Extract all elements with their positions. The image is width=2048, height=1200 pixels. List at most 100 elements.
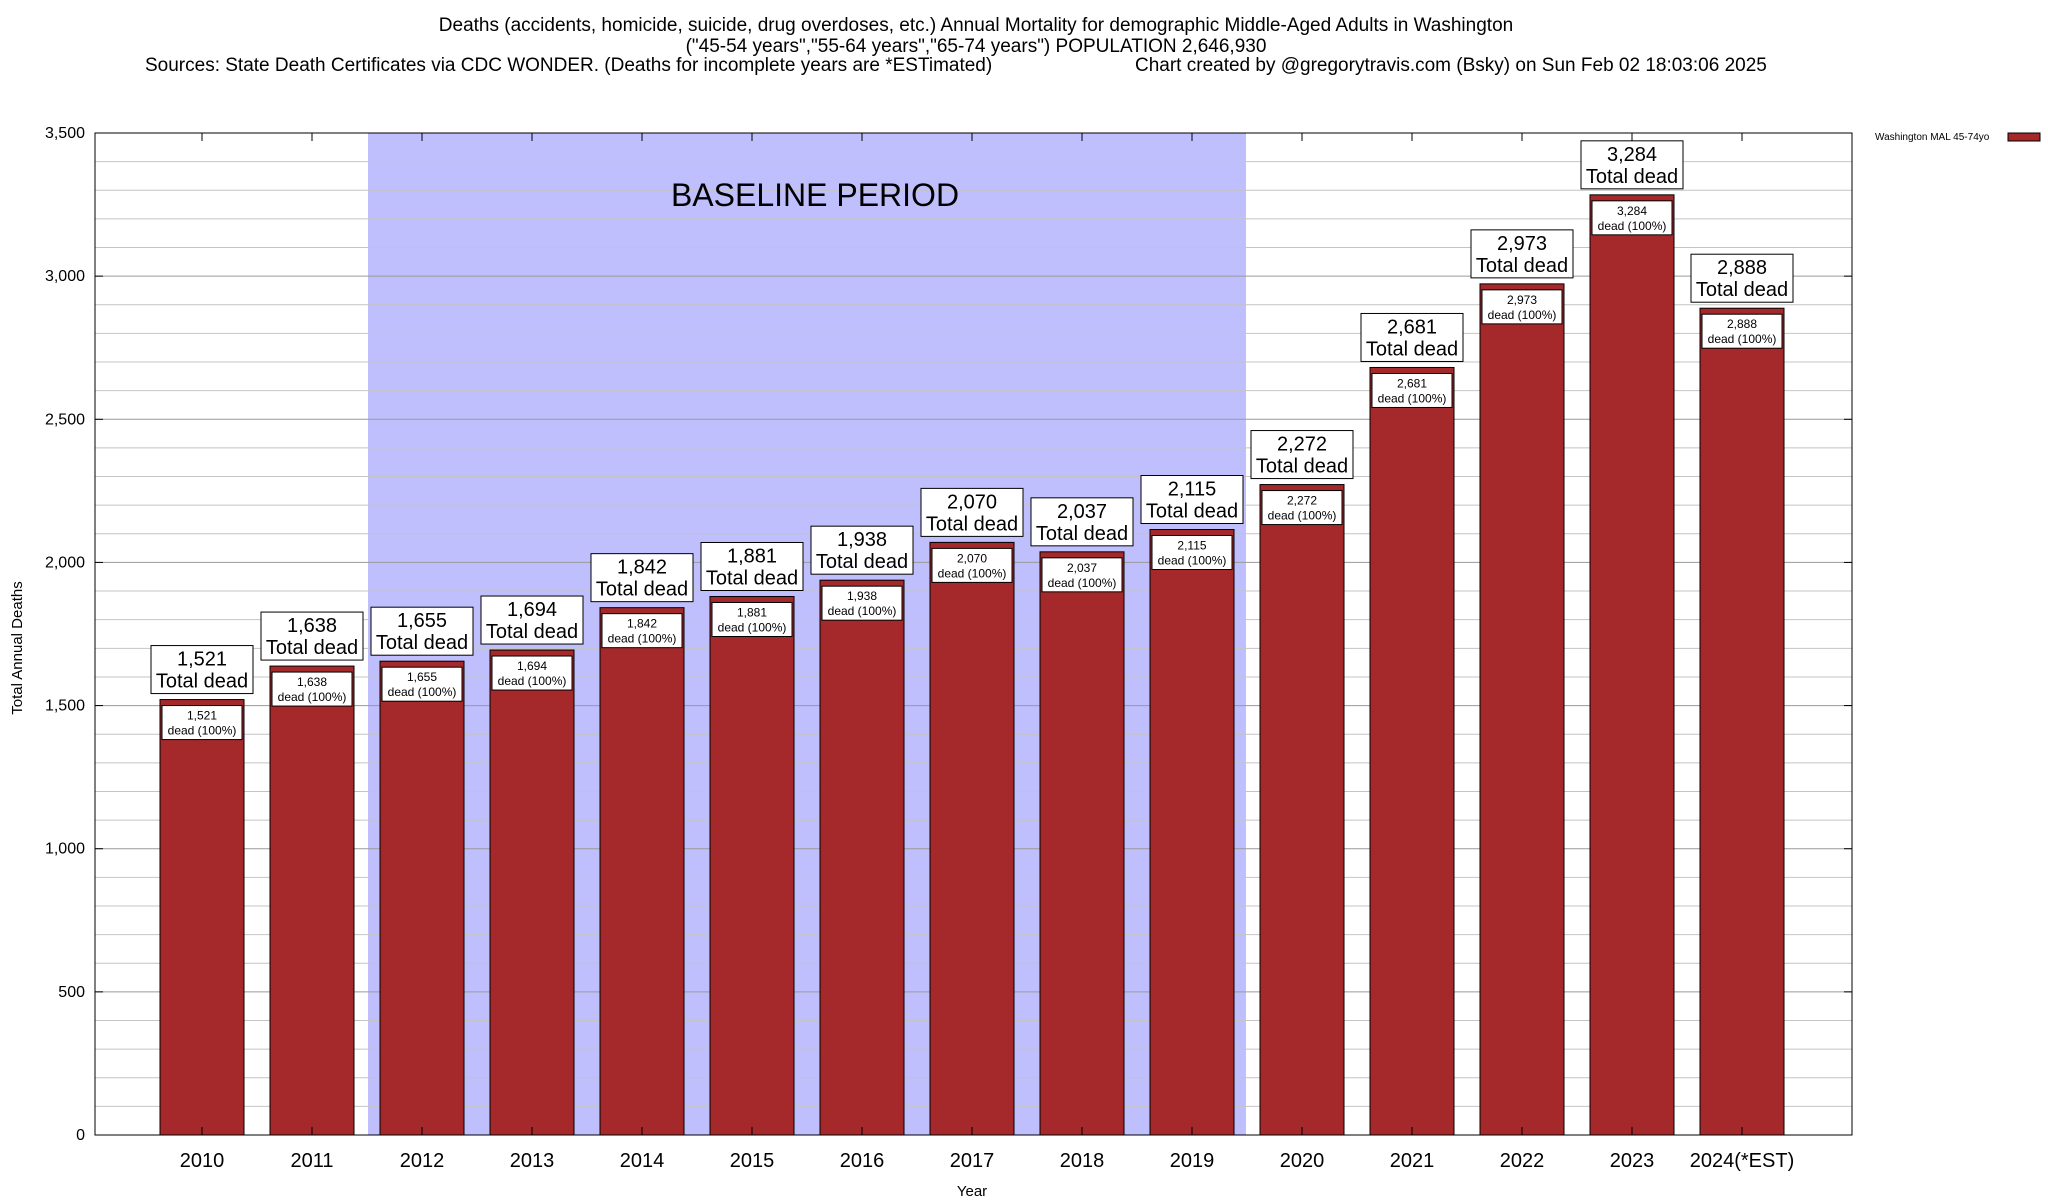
bar-inner-label-box (601, 613, 683, 649)
bar-inner-value-label: 2,973 (1507, 293, 1537, 307)
bar-inner-label-box (1591, 200, 1673, 236)
bar-total-label-box (480, 595, 584, 645)
bar-inner-label-box (1701, 313, 1783, 349)
bar-inner-value-label: 2,888 (1727, 317, 1757, 331)
bar-inner-value-label: 2,681 (1397, 376, 1427, 390)
x-tick-label: 2017 (950, 1150, 995, 1172)
bar-total-value-label: 2,888 (1717, 257, 1767, 279)
x-tick-label: 2011 (290, 1150, 333, 1172)
x-tick-label: 2014 (620, 1150, 665, 1172)
bar-inner-label-box (821, 585, 903, 621)
bar-inner-value-label: 1,694 (517, 659, 547, 673)
bar-total-value-label: 2,115 (1168, 479, 1217, 501)
bar-inner-value-label: 2,115 (1177, 539, 1206, 553)
bar-total-suffix-label: Total dead (486, 621, 578, 643)
bar-inner-label-box (491, 655, 573, 691)
bar-inner-percent-label: dead (100%) (1048, 576, 1117, 590)
bar (599, 607, 685, 1136)
y-tick-label: 500 (58, 984, 85, 1001)
bar-inner-value-label: 2,272 (1287, 494, 1317, 508)
bar-inner-percent-label: dead (100%) (278, 690, 347, 704)
y-tick-label: 3,000 (45, 268, 85, 285)
bar-total-label-box (1140, 475, 1244, 525)
bar-total-value-label: 2,681 (1387, 316, 1437, 338)
bar-inner-value-label: 1,881 (737, 605, 767, 619)
y-tick-label: 3,500 (45, 125, 85, 142)
bar-total-label-box (1690, 253, 1794, 303)
bar-inner-value-label: 1,938 (847, 589, 877, 603)
bar (379, 660, 465, 1136)
bar-total-label-box (810, 525, 914, 575)
x-tick-label: 2023 (1610, 1150, 1655, 1172)
bar-total-label-box (1580, 140, 1684, 190)
bar-total-value-label: 3,284 (1607, 144, 1657, 166)
bar-total-suffix-label: Total dead (926, 513, 1018, 535)
bar-inner-label-box (1481, 289, 1563, 325)
bar-inner-value-label: 1,842 (627, 617, 657, 631)
bar-total-value-label: 1,938 (837, 529, 887, 551)
chart-title: Deaths (accidents, homicide, suicide, dr… (439, 15, 1513, 36)
bar-inner-value-label: 1,638 (297, 675, 327, 689)
bar-inner-percent-label: dead (100%) (718, 620, 787, 634)
bar-total-value-label: 1,842 (617, 557, 667, 579)
bar-inner-percent-label: dead (100%) (608, 632, 677, 646)
x-tick-label: 2010 (180, 1150, 225, 1172)
bar (929, 541, 1015, 1136)
bar-inner-percent-label: dead (100%) (938, 566, 1007, 580)
bar-inner-value-label: 2,070 (957, 551, 987, 565)
bar-total-suffix-label: Total dead (1256, 456, 1348, 478)
bar-total-suffix-label: Total dead (1146, 501, 1238, 523)
y-axis-label: Total Annual Deaths (9, 581, 26, 714)
bar-inner-label-box (161, 705, 243, 741)
bar-inner-percent-label: dead (100%) (168, 724, 237, 738)
x-tick-label: 2013 (510, 1150, 555, 1172)
x-tick-label: 2015 (730, 1150, 775, 1172)
y-tick-label: 1,500 (45, 698, 85, 715)
bar-total-label-box (1030, 497, 1134, 547)
bar-total-label-box (590, 553, 694, 603)
bar-inner-label-box (381, 666, 463, 702)
bar-total-suffix-label: Total dead (1476, 255, 1568, 277)
baseline-period-label: BASELINE PERIOD (671, 177, 959, 213)
bar-total-value-label: 1,881 (727, 545, 777, 567)
bar-total-label-box (1360, 312, 1464, 362)
bar-total-suffix-label: Total dead (266, 637, 358, 659)
x-tick-label: 2024(*EST) (1690, 1150, 1795, 1172)
bar (819, 579, 905, 1136)
bar-total-value-label: 1,655 (397, 610, 447, 632)
x-tick-label: 2019 (1170, 1150, 1215, 1172)
chart-subtitle: ("45-54 years","55-64 years","65-74 year… (686, 36, 1267, 57)
bar-total-suffix-label: Total dead (1696, 279, 1788, 301)
legend-swatch (2007, 132, 2041, 142)
bar-total-value-label: 1,521 (177, 649, 227, 671)
bar-total-suffix-label: Total dead (1366, 338, 1458, 360)
x-tick-label: 2020 (1280, 1150, 1325, 1172)
bar-inner-label-box (1371, 372, 1453, 408)
bar-total-label-box (1470, 229, 1574, 279)
bar (1479, 283, 1565, 1136)
bar (1259, 484, 1345, 1136)
bar-total-value-label: 1,694 (507, 599, 557, 621)
bar (1039, 551, 1125, 1136)
bar (489, 649, 575, 1136)
bar-total-suffix-label: Total dead (156, 671, 248, 693)
x-tick-label: 2016 (840, 1150, 885, 1172)
bar-inner-label-box (931, 547, 1013, 583)
bar-inner-percent-label: dead (100%) (498, 674, 567, 688)
y-tick-label: 1,000 (45, 841, 85, 858)
x-axis-label: Year (957, 1183, 987, 1200)
bar-total-label-box (370, 606, 474, 656)
y-tick-label: 2,500 (45, 411, 85, 428)
bar-total-value-label: 2,272 (1277, 434, 1327, 456)
bar-inner-percent-label: dead (100%) (1598, 219, 1667, 233)
y-tick-label: 0 (76, 1127, 85, 1144)
bar-total-label-box (150, 645, 254, 695)
bar-inner-label-box (271, 671, 353, 707)
bar-total-suffix-label: Total dead (706, 567, 798, 589)
bar-inner-value-label: 2,037 (1067, 561, 1097, 575)
bar-total-value-label: 2,973 (1497, 233, 1547, 255)
bar (1699, 307, 1785, 1136)
bar-inner-percent-label: dead (100%) (828, 604, 897, 618)
y-tick-label: 2,000 (45, 554, 85, 571)
